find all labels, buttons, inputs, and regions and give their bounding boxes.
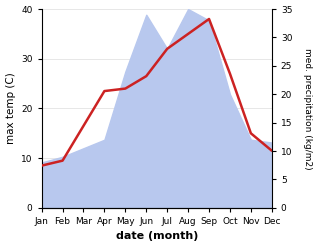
Y-axis label: max temp (C): max temp (C) bbox=[5, 73, 16, 144]
X-axis label: date (month): date (month) bbox=[115, 231, 198, 242]
Y-axis label: med. precipitation (kg/m2): med. precipitation (kg/m2) bbox=[303, 48, 313, 169]
